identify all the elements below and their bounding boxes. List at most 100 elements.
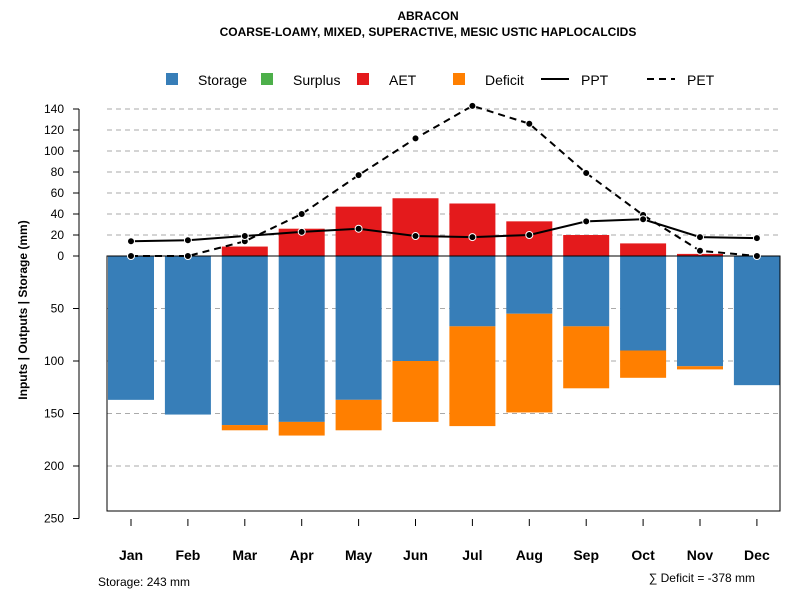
ppt-point <box>240 232 249 241</box>
storage-bar <box>677 256 723 367</box>
legend-label: Surplus <box>293 72 340 88</box>
x-tick-label: Dec <box>744 547 770 563</box>
legend-item-storage: Storage <box>166 72 247 88</box>
chart-title: ABRACON <box>397 9 458 23</box>
legend-label: Storage <box>198 72 247 88</box>
y-tick-label: 40 <box>51 207 65 221</box>
deficit-bar <box>335 399 382 431</box>
storage-footer: Storage: 243 mm <box>98 575 190 589</box>
y-tick-label: 120 <box>44 123 64 137</box>
aet-bar <box>221 246 268 256</box>
y-tick-label: 100 <box>44 354 64 368</box>
ppt-point <box>468 233 477 242</box>
y-axis: 0 20 40 60 80 100 120 140 50 100 150 200 250 <box>44 102 80 526</box>
deficit-bar <box>278 421 325 436</box>
legend-label: Deficit <box>485 72 524 88</box>
pet-point <box>468 101 477 110</box>
deficit-bar <box>449 326 496 427</box>
x-tick-label: Feb <box>175 547 200 563</box>
x-axis: Jan Feb Mar Apr May Jun Jul Aug Sep Oct Nov Dec <box>119 519 770 563</box>
x-tick-label: Nov <box>687 547 714 563</box>
deficit-bar <box>221 425 268 431</box>
storage-bar <box>278 256 325 422</box>
ppt-point <box>752 234 761 243</box>
y-tick-label: 140 <box>44 102 64 116</box>
x-tick-label: Aug <box>516 547 543 563</box>
pet-point <box>183 252 192 260</box>
storage-bar <box>563 256 610 327</box>
chart-subtitle: COARSE-LOAMY, MIXED, SUPERACTIVE, MESIC … <box>220 25 637 39</box>
x-tick-label: Jan <box>119 547 143 563</box>
x-tick-label: May <box>345 547 372 563</box>
x-tick-label: Jul <box>462 547 482 563</box>
legend-item-aet: AET <box>357 72 417 88</box>
pet-line <box>131 104 757 257</box>
deficit-bar <box>563 326 610 389</box>
ppt-point <box>525 231 534 239</box>
storage-bar <box>449 256 496 327</box>
x-tick-label: Sep <box>573 547 599 563</box>
y-tick-label: 0 <box>57 249 64 263</box>
pet-point <box>696 246 704 255</box>
legend-swatch <box>261 73 273 85</box>
y-tick-label: 200 <box>44 459 64 473</box>
aet-bar <box>620 243 667 256</box>
storage-bar <box>108 256 154 400</box>
pet-point <box>297 210 306 218</box>
deficit-bar <box>620 350 667 378</box>
deficit-bar <box>506 313 553 413</box>
y-tick-label: 50 <box>51 302 65 316</box>
pet-point <box>582 169 591 178</box>
legend-label: AET <box>389 72 417 88</box>
storage-bar <box>620 256 667 351</box>
storage-bar <box>506 256 553 314</box>
pet-point <box>525 119 534 128</box>
deficit-bar <box>392 361 439 422</box>
ppt-point <box>354 224 363 233</box>
legend-item-pet: PET <box>647 72 715 88</box>
aet-bar <box>677 253 723 256</box>
ppt-line <box>130 218 757 243</box>
x-tick-label: Jun <box>403 547 428 563</box>
storage-bar <box>221 256 268 426</box>
deficit-bar <box>677 366 723 370</box>
legend-swatch <box>453 73 465 85</box>
y-tick-label: 60 <box>51 186 65 200</box>
aet-bar <box>449 203 496 256</box>
ppt-point <box>297 227 306 236</box>
ppt-point <box>411 232 420 241</box>
legend-swatch <box>166 73 178 85</box>
pet-point <box>127 252 135 260</box>
legend-item-deficit: Deficit <box>453 72 524 88</box>
x-tick-label: Oct <box>631 547 655 563</box>
legend-item-surplus: Surplus <box>261 72 340 88</box>
y-tick-label: 100 <box>44 144 64 158</box>
x-tick-label: Apr <box>290 547 315 563</box>
x-tick-label: Mar <box>232 547 257 563</box>
y-tick-label: 20 <box>51 228 65 242</box>
storage-bar <box>392 256 439 361</box>
storage-bar <box>335 256 382 400</box>
storage-bar <box>164 256 211 415</box>
aet-bar <box>563 235 610 256</box>
y-tick-label: 80 <box>51 165 65 179</box>
lines <box>107 101 780 260</box>
ppt-point <box>183 236 192 245</box>
y-axis-label: Inputs | Outputs | Storage (mm) <box>16 220 30 399</box>
legend-item-ppt: PPT <box>541 72 609 88</box>
y-tick-label: 150 <box>44 407 64 421</box>
aet-bar <box>392 198 439 256</box>
pet-point <box>752 252 761 260</box>
storage-bar <box>733 256 780 386</box>
ppt-point <box>696 233 704 242</box>
gridlines <box>107 108 780 467</box>
y-tick-label: 250 <box>44 512 64 526</box>
ppt-point <box>582 217 591 226</box>
bars <box>108 198 780 436</box>
deficit-footer: ∑ Deficit = -378 mm <box>649 571 755 585</box>
legend: Storage Surplus AET Deficit PPT PET <box>166 72 715 88</box>
ppt-point <box>639 215 648 224</box>
legend-label: PPT <box>581 72 609 88</box>
pet-point <box>354 171 363 180</box>
